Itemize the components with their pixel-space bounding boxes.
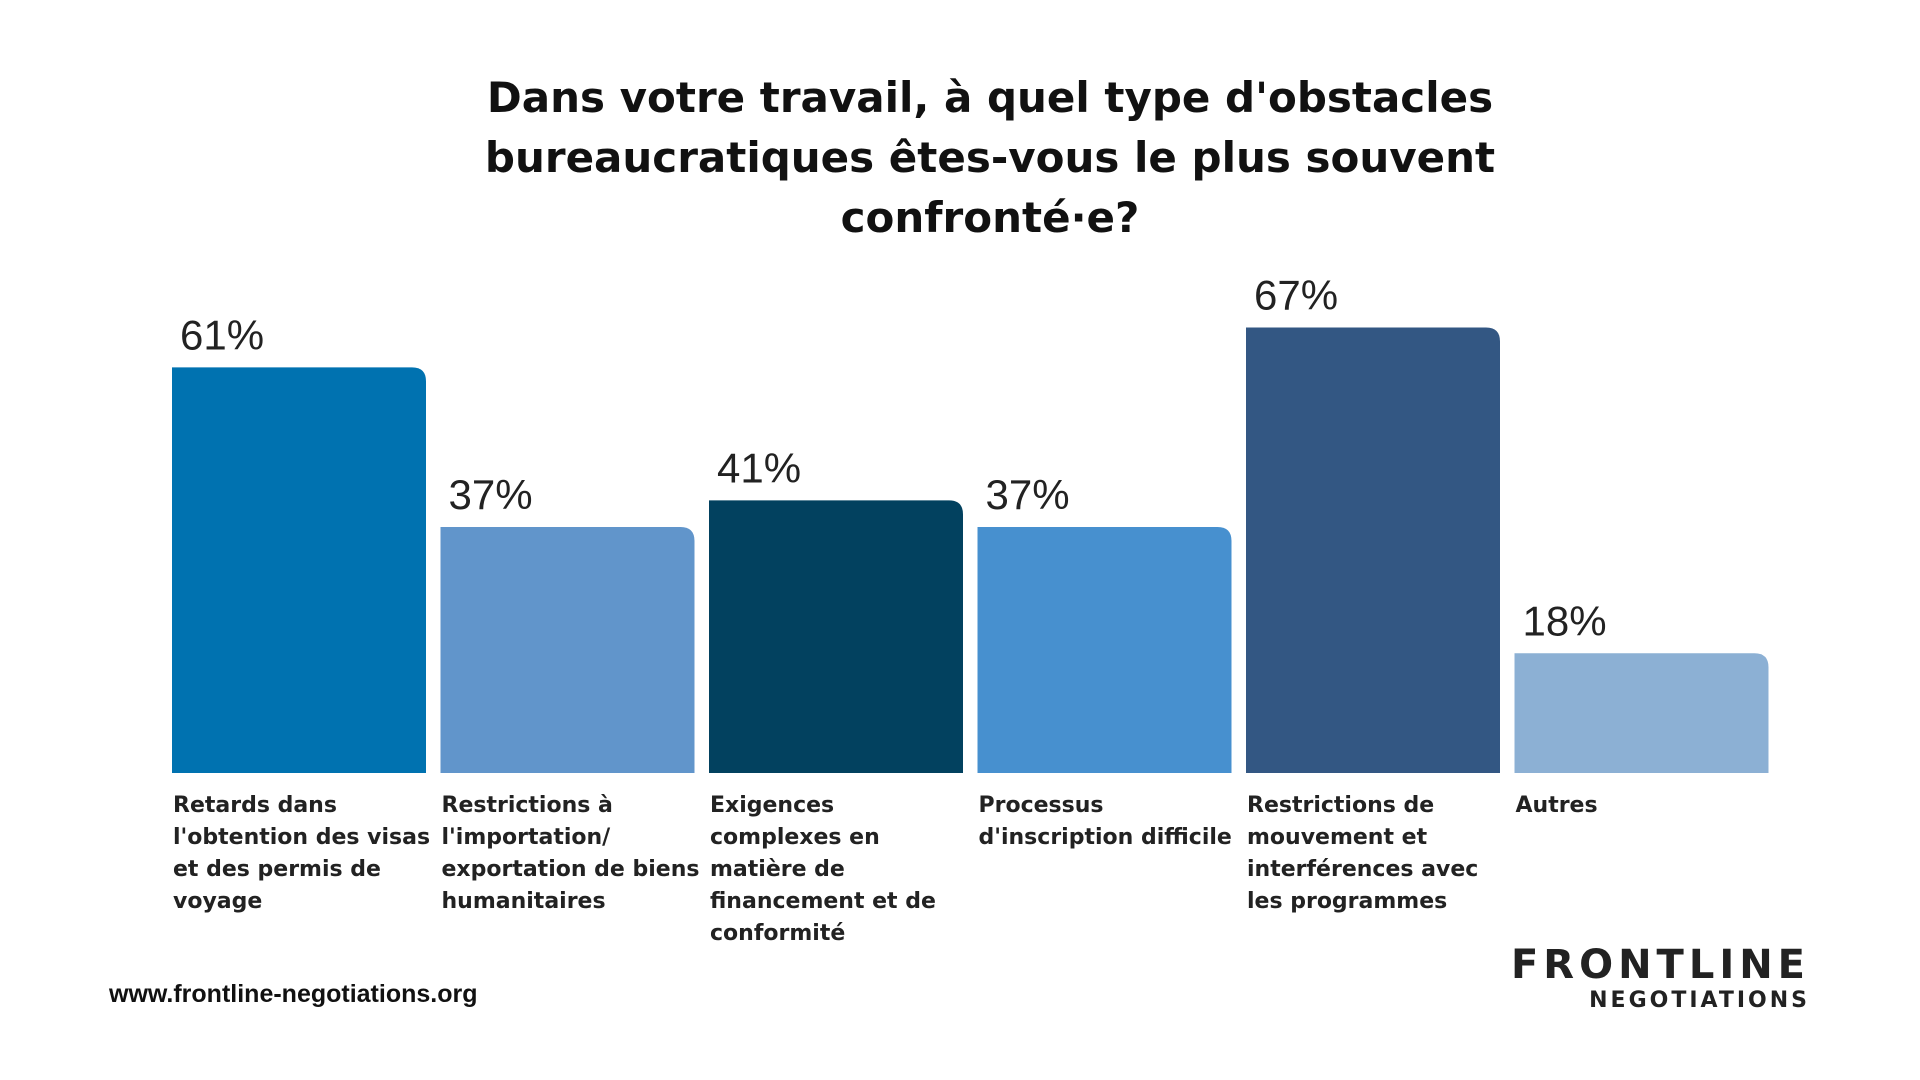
bar <box>440 526 695 773</box>
value-label: 41% <box>717 444 801 491</box>
logo-bottom: NEGOTIATIONS <box>1589 988 1810 1013</box>
chart-title: Dans votre travail, à quel type d'obstac… <box>484 73 1496 242</box>
value-label: 67% <box>1254 271 1338 318</box>
bar <box>709 500 963 773</box>
value-label: 37% <box>449 471 533 518</box>
bar <box>172 367 426 773</box>
category-label: Retards dans l'obtention des visas et de… <box>173 793 431 914</box>
bar <box>1246 327 1500 773</box>
category-label: Restrictions à l'importation/ exportatio… <box>441 793 700 914</box>
logo-top: FRONTLINE <box>1510 942 1810 988</box>
category-label: Processus d'inscription difficile <box>978 793 1232 850</box>
bar <box>977 526 1232 773</box>
category-label: Exigences complexes en matière de financ… <box>710 793 936 946</box>
category-label: Restrictions de mouvement et interférenc… <box>1247 793 1479 914</box>
category-label: Autres <box>1515 793 1598 818</box>
value-label: 18% <box>1523 597 1607 644</box>
value-label: 61% <box>180 311 264 358</box>
bar <box>1514 653 1769 773</box>
website-url: www.frontline-negotiations.org <box>109 980 478 1008</box>
value-label: 37% <box>986 471 1070 518</box>
